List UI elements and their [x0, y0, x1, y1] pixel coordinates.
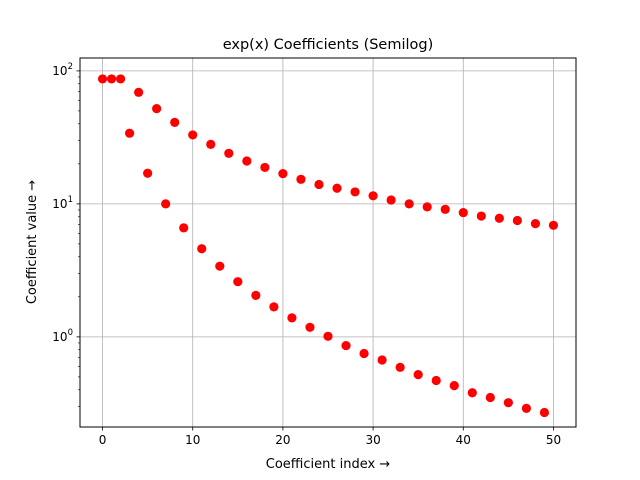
data-point	[215, 261, 225, 271]
data-point	[233, 277, 243, 287]
x-tick-label: 0	[99, 433, 107, 447]
data-point	[188, 130, 198, 140]
y-tick-label: 101	[52, 195, 73, 211]
data-point	[224, 148, 234, 158]
data-point	[197, 244, 207, 254]
data-point	[278, 168, 288, 179]
data-point	[485, 392, 495, 403]
data-point	[350, 187, 360, 197]
data-point	[314, 179, 324, 190]
tick-labels: 0 10 20 30 40 50 100 101 102	[52, 62, 561, 447]
data-point	[521, 403, 532, 413]
data-point	[386, 195, 396, 205]
data-point	[143, 168, 153, 178]
data-point	[440, 204, 450, 214]
chart-title: exp(x) Coefficients (Semilog)	[223, 37, 434, 53]
data-point	[368, 191, 378, 201]
data-point	[341, 340, 351, 351]
data-point	[161, 199, 171, 209]
data-point	[242, 156, 252, 166]
x-tick-label: 50	[546, 433, 561, 447]
data-point	[539, 407, 550, 418]
data-point	[449, 381, 459, 391]
data-point	[115, 74, 126, 84]
data-point	[125, 128, 135, 138]
data-point	[467, 388, 477, 398]
x-axis-label: Coefficient index →	[266, 457, 391, 472]
axis-ticks	[76, 70, 554, 431]
data-point	[296, 174, 306, 184]
data-point	[332, 183, 342, 193]
data-point	[476, 211, 486, 221]
data-point	[206, 139, 216, 150]
data-point	[413, 370, 423, 380]
data-point	[422, 202, 432, 212]
x-tick-label: 20	[275, 433, 290, 447]
x-tick-label: 10	[185, 433, 200, 447]
data-point	[377, 355, 387, 365]
data-point	[287, 313, 297, 323]
data-point	[431, 375, 441, 386]
data-point	[269, 302, 279, 312]
data-point	[395, 362, 405, 372]
data-point	[170, 117, 180, 127]
data-point	[106, 74, 117, 84]
data-point	[512, 215, 522, 226]
data-point	[359, 348, 369, 359]
data-point	[323, 331, 333, 341]
data-point	[494, 213, 504, 223]
y-tick-label: 102	[52, 62, 73, 78]
data-point	[179, 223, 189, 233]
y-axis-label: Coefficient value →	[25, 180, 40, 304]
data-points	[97, 74, 559, 418]
x-tick-label: 30	[365, 433, 380, 447]
data-point	[97, 74, 108, 84]
data-point	[260, 162, 270, 173]
data-point	[404, 199, 414, 209]
data-point	[134, 87, 144, 97]
data-point	[530, 219, 541, 229]
y-tick-label: 100	[52, 328, 73, 344]
x-tick-label: 40	[456, 433, 471, 447]
data-point	[503, 398, 513, 408]
plot-frame	[79, 57, 577, 428]
data-point	[251, 290, 261, 301]
data-point	[548, 220, 559, 230]
data-point	[152, 104, 162, 114]
data-point	[458, 207, 468, 218]
data-point	[305, 322, 315, 332]
